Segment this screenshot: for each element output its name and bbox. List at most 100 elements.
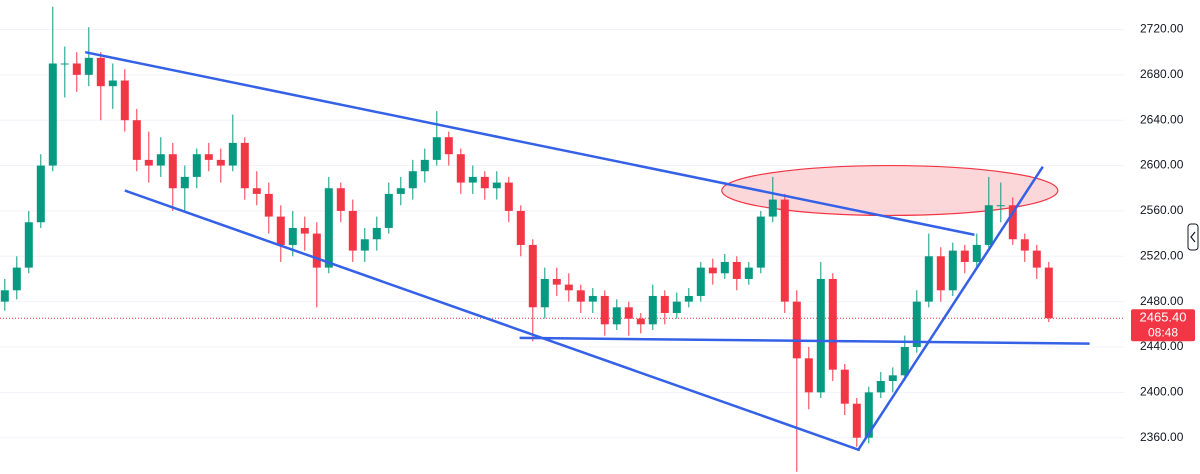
candle-body [1020,239,1029,251]
candle-body [12,267,21,291]
candle-body [756,216,765,268]
candle-body [96,57,105,87]
candle-body [276,216,285,245]
candle-body [228,142,237,166]
candle-body [432,137,441,160]
candle-body [708,267,717,274]
candle-body [1008,205,1017,240]
y-tick-label: 2480.00 [1140,294,1184,308]
candle-body [120,80,129,121]
candle-body [144,159,153,166]
candle-body [612,307,621,325]
candle-body [300,227,309,234]
candle-body [552,278,561,285]
candle-body [828,278,837,370]
last-price-label: 2465.40 [1140,310,1187,325]
candle-body [996,205,1005,207]
candle-body [312,233,321,268]
candle-body [480,176,489,189]
candle-body [360,239,369,251]
candle-body [24,222,33,268]
candle-body [636,318,645,325]
trend-line [124,189,861,452]
candle-body [948,250,957,291]
candle-body [876,381,885,393]
y-tick-label: 2640.00 [1140,112,1184,126]
candle-body [720,261,729,274]
candle-body [516,210,525,245]
candle-body [180,176,189,189]
candle-body [60,63,69,65]
candle-body [108,80,117,87]
candle-body [444,137,453,155]
candle-body [396,188,405,194]
candle-body [900,346,909,376]
candle-body [600,295,609,325]
trend-line [856,166,1044,451]
candle-body [468,176,477,183]
y-tick-label: 2720.00 [1140,22,1184,36]
candle-body [420,159,429,172]
candle-body [528,244,537,308]
candle-body [936,256,945,291]
candle-body [984,205,993,245]
candle-body [348,210,357,251]
candle-body [192,154,201,177]
candle-body [324,188,333,268]
candle-body [840,369,849,404]
y-tick-label: 2560.00 [1140,203,1184,217]
countdown-label: 08:48 [1148,325,1178,339]
candle-body [168,154,177,189]
candle-body [156,154,165,166]
candle-body [864,392,873,438]
candle-body [792,301,801,359]
candle-body [372,227,381,240]
candle-body [852,403,861,438]
y-tick-label: 2400.00 [1140,385,1184,399]
candle-body [336,188,345,211]
candle-body [912,301,921,347]
candle-body [1032,250,1041,268]
candle-body [288,227,297,245]
candle-body [504,182,513,211]
trend-line [519,336,1090,345]
candle-body [240,142,249,189]
candle-body [684,295,693,302]
candle-body [384,193,393,228]
candle-body [84,57,93,75]
candle-body [564,284,573,291]
last-price-badge [1131,309,1195,342]
candle-body [732,261,741,279]
y-tick-label: 2440.00 [1140,339,1184,353]
candle-body [588,295,597,302]
candle-body [72,63,81,75]
candle-body [660,295,669,313]
candle-body [492,182,501,189]
candle-body [768,199,777,217]
candle-body [408,171,417,189]
candle-body [204,154,213,160]
candle-body [924,256,933,302]
candle-body [48,63,57,166]
candle-body [264,193,273,217]
candle-body [816,278,825,393]
candle-body [624,307,633,319]
candle-body [804,358,813,393]
candle-body [252,188,261,194]
candle-body [696,267,705,296]
candle-body [648,295,657,325]
y-tick-label: 2520.00 [1140,248,1184,262]
candle-body [1044,267,1053,319]
candle-body [576,290,585,302]
candle-body [888,375,897,382]
candle-body [972,244,981,262]
trend-line [84,50,975,236]
candle-body [540,278,549,308]
candle-body [780,199,789,302]
scale-handle[interactable] [1187,223,1199,251]
candle-body [744,267,753,279]
candle-body [216,159,225,166]
candle-body [960,250,969,262]
